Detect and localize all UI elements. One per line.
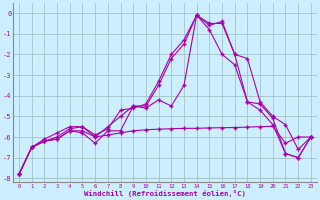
X-axis label: Windchill (Refroidissement éolien,°C): Windchill (Refroidissement éolien,°C) (84, 190, 246, 197)
